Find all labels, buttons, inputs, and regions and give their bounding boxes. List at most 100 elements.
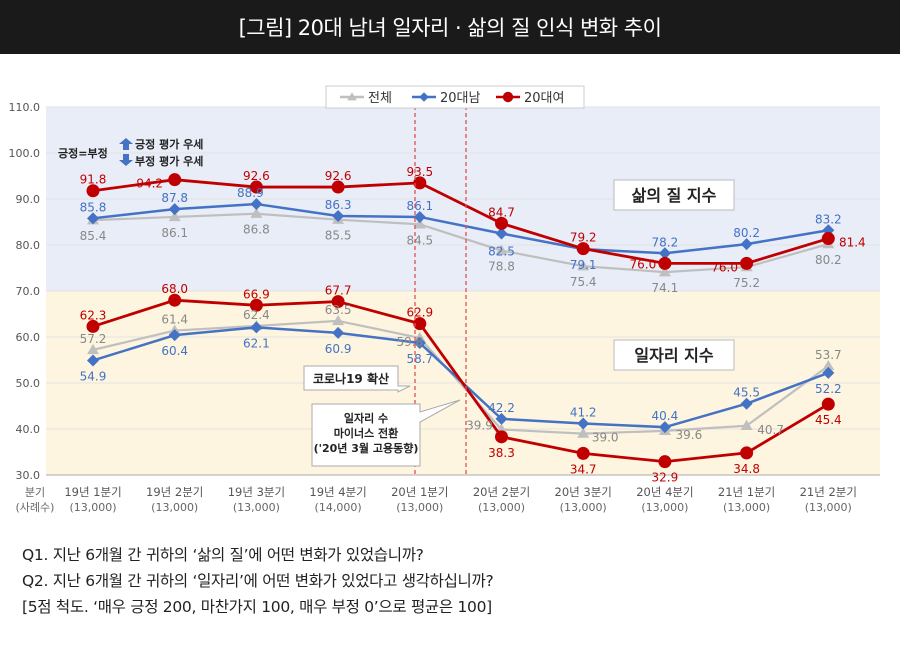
triangle-marker <box>168 210 181 222</box>
data-label: 80.2 <box>815 253 842 267</box>
data-label: 62.9 <box>406 306 433 320</box>
data-label: 53.7 <box>815 348 842 362</box>
x-tick-label: 20년 2분기 <box>473 485 530 499</box>
diamond-marker <box>658 421 671 434</box>
diamond-marker <box>250 321 263 334</box>
triangle-marker <box>495 244 508 255</box>
job-minus-callout-line: 일자리 수 <box>344 411 388 425</box>
y-tick-label: 60.0 <box>16 331 41 344</box>
survey-notes: Q1. 지난 6개월 간 귀하의 ‘삶의 질’에 어떤 변화가 있었습니까? Q… <box>22 542 494 620</box>
data-label: 76.0 <box>630 257 657 271</box>
x-tick-label: 19년 3분기 <box>228 485 285 499</box>
circle-marker <box>249 298 263 312</box>
data-label: 68.0 <box>161 282 188 296</box>
data-label: 84.5 <box>406 233 433 247</box>
diamond-marker <box>658 247 671 260</box>
data-label: 85.4 <box>80 229 107 243</box>
data-label: 78.2 <box>652 235 679 249</box>
circle-marker <box>86 184 100 198</box>
job-series-2-line <box>92 298 830 464</box>
data-label: 40.4 <box>652 409 679 423</box>
circle-marker <box>413 317 427 331</box>
x-sample-size: (13,000) <box>560 501 607 514</box>
circle-marker <box>576 242 590 256</box>
covid-callout-text: 코로나19 확산 <box>313 371 389 386</box>
triangle-marker <box>87 343 99 355</box>
x-axis-header-sub: (사례수) <box>16 501 55 514</box>
circle-marker <box>168 173 182 187</box>
y-tick-label: 70.0 <box>16 285 41 298</box>
data-label: 93.5 <box>406 165 433 179</box>
data-label: 87.8 <box>161 191 188 205</box>
x-axis-header: 분기 <box>25 486 45 499</box>
diamond-marker <box>87 212 99 225</box>
data-label: 82.5 <box>488 245 515 259</box>
life-index-title: 삶의 질 지수 <box>613 179 735 211</box>
data-label: 67.7 <box>325 284 352 298</box>
x-sample-size: (13,000) <box>233 501 280 514</box>
data-label: 75.4 <box>570 275 597 289</box>
arrow-down-icon <box>119 154 133 166</box>
y-tick-label: 40.0 <box>16 423 41 436</box>
title-box <box>613 339 735 371</box>
diamond-marker <box>332 326 345 339</box>
job-series-0-line <box>92 319 829 435</box>
y-tick-label: 50.0 <box>16 377 41 390</box>
circle-marker <box>331 180 345 194</box>
circle-marker <box>658 455 672 469</box>
data-label: 62.3 <box>80 308 107 322</box>
data-label: 45.5 <box>733 386 760 400</box>
data-label: 91.8 <box>80 173 107 187</box>
data-label: 66.9 <box>243 287 270 301</box>
circle-marker <box>249 180 263 194</box>
life-series-0-line <box>92 212 829 274</box>
diamond-marker <box>495 412 508 425</box>
diamond-marker <box>168 203 181 216</box>
data-label: 57.2 <box>80 332 107 346</box>
data-label: 60.4 <box>161 344 188 358</box>
data-label: 78.8 <box>488 260 515 274</box>
diamond-marker <box>413 210 426 223</box>
circle-marker <box>495 430 508 444</box>
x-sample-size: (13,000) <box>69 501 116 514</box>
triangle-marker <box>250 207 263 218</box>
y-tick-label: 110.0 <box>9 101 41 114</box>
data-label: 79.2 <box>570 231 597 245</box>
data-label: 40.7 <box>757 423 784 437</box>
y-tick-label: 80.0 <box>16 239 41 252</box>
diamond-marker <box>740 397 753 410</box>
data-label: 86.1 <box>406 199 433 213</box>
circle-marker <box>502 91 514 103</box>
x-sample-size: (13,000) <box>805 501 852 514</box>
life-series-2-line <box>92 178 829 265</box>
data-label: 45.4 <box>815 413 842 427</box>
diamond-marker <box>413 336 426 349</box>
data-label: 41.2 <box>570 405 597 419</box>
data-label: 60.9 <box>325 342 352 356</box>
legend-entry: 20대남 <box>440 91 481 106</box>
data-label: 92.6 <box>243 169 270 183</box>
data-label: 85.5 <box>325 229 352 243</box>
diamond-marker <box>495 227 508 240</box>
triangle-marker <box>413 218 426 229</box>
data-label: 38.3 <box>488 446 515 460</box>
legend: 전체 20대남 20대여 <box>325 85 585 109</box>
data-label: 92.6 <box>325 169 352 183</box>
data-label: 39.0 <box>592 431 619 445</box>
legend-entry: 전체 <box>368 91 392 106</box>
line-chart: 30.0 40.0 50.0 60.0 70.0 80.0 90.0 100.0 110.0 분기… <box>9 85 880 514</box>
data-label: 81.4 <box>839 236 866 250</box>
data-label: 85.8 <box>80 200 107 214</box>
circle-marker <box>658 256 672 270</box>
x-tick-label: 20년 3분기 <box>555 485 612 499</box>
diamond-marker <box>87 354 99 367</box>
sentiment-legend-label: 긍정=부정 <box>58 146 108 160</box>
diamond-marker <box>822 366 835 379</box>
job-index-title-text: 일자리 지수 <box>634 346 713 365</box>
data-label: 94.2 <box>136 177 163 191</box>
data-label: 86.1 <box>161 226 188 240</box>
x-sample-size: (13,000) <box>641 501 688 514</box>
data-label: 88.9 <box>237 186 264 200</box>
triangle-marker <box>740 419 753 430</box>
data-label: 34.8 <box>733 462 760 476</box>
